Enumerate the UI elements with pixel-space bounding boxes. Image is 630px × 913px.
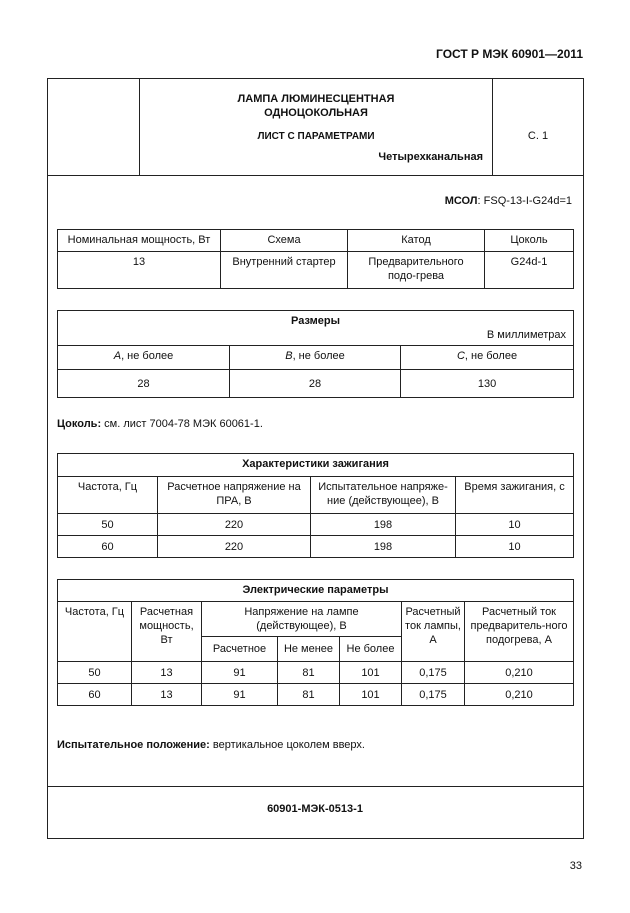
cell: 50: [57, 513, 158, 536]
cap-label: Цоколь:: [57, 418, 102, 430]
table-subheader-row: Расчетное Не менее Не более: [58, 636, 574, 662]
page-number: 33: [569, 860, 582, 872]
test-position-text: вертикальное цоколем вверх.: [209, 739, 365, 751]
cell: 60: [57, 683, 132, 706]
table-row: 28 28 130: [57, 369, 575, 398]
header-cell: Расчетное напряжение на ПРА, В: [157, 476, 311, 514]
lamp-type: Четырехканальная: [378, 151, 483, 163]
cell: 0,175: [401, 683, 465, 706]
header-cell: Расчетное: [201, 636, 278, 662]
sheet-number: С. 1: [527, 130, 549, 142]
header-cell: Расчетный ток предваритель-ного подогрев…: [464, 601, 574, 662]
header-cell: Цоколь: [484, 229, 574, 252]
text: , не более: [121, 350, 174, 362]
cell: 10: [454, 513, 575, 536]
test-position-label: Испытательное положение:: [57, 739, 210, 751]
sheet-code: 60901-МЭК-0513-1: [267, 803, 363, 815]
cell: 101: [339, 683, 402, 706]
header-cell: Схема: [220, 229, 348, 252]
header-cell: C, не более: [399, 345, 575, 370]
divider: [47, 175, 583, 176]
cell: 130: [399, 369, 575, 398]
table-row: 60 220 198 10: [57, 535, 575, 558]
header-cell: Расчетный ток лампы, А: [401, 601, 465, 662]
header-cell: Частота, Гц: [57, 601, 132, 662]
sheet-title: ЛАМПА ЛЮМИНЕСЦЕНТНАЯ ОДНОЦОКОЛЬНАЯ: [140, 92, 492, 120]
divider: [139, 78, 140, 175]
designation: МСОЛ: FSQ-13-I-G24d=1: [445, 195, 572, 207]
cell: 101: [339, 661, 402, 684]
cell: Внутренний стартер: [220, 251, 348, 289]
table-row: 60 13 91 81 101 0,175 0,210: [57, 683, 574, 706]
var: B: [285, 350, 293, 362]
cell: 13: [131, 661, 202, 684]
cell: G24d-1: [484, 251, 574, 289]
table-header-row: A, не более B, не более C, не более: [57, 345, 575, 370]
sheet-frame: [47, 78, 584, 839]
electrical-title: Электрические параметры: [57, 579, 574, 602]
cell: 10: [454, 535, 575, 558]
header-cell: Испытательное напряже-ние (действующее),…: [310, 476, 456, 514]
dimensions-title-cell: Размеры В миллиметрах: [56, 310, 575, 346]
dimensions-units: В миллиметрах: [486, 329, 567, 341]
cell: Предварительного подо-грева: [347, 251, 485, 289]
divider: [492, 78, 493, 175]
var: A: [113, 350, 122, 362]
cell: 28: [229, 369, 401, 398]
text: , не более: [292, 350, 345, 362]
ignition-title: Характеристики зажигания: [56, 453, 575, 477]
cell: 220: [157, 535, 311, 558]
electrical-table: Электрические параметры Частота, Гц Расч…: [57, 579, 574, 706]
header-cell: Катод: [347, 229, 485, 252]
cell: 91: [201, 661, 278, 684]
divider: [47, 786, 583, 787]
header-cell: A, не более: [57, 345, 230, 370]
table-row: 13 Внутренний стартер Предварительного п…: [57, 251, 574, 289]
table-header-row: Частота, Гц Расчетная мощность, Вт Напря…: [57, 601, 574, 662]
sheet-subtitle: ЛИСТ С ПАРАМЕТРАМИ: [257, 131, 375, 142]
title-line: ОДНОЦОКОЛЬНАЯ: [264, 107, 368, 119]
header-cell: Не более: [339, 636, 402, 662]
header-cell: Напряжение на лампе (действующее), В: [201, 601, 402, 637]
table-row: 50 220 198 10: [57, 513, 575, 536]
cap-text: см. лист 7004-78 МЭК 60061-1.: [101, 418, 263, 430]
test-position: Испытательное положение: вертикальное цо…: [57, 739, 365, 751]
cell: 50: [57, 661, 132, 684]
dimensions-title: Размеры: [291, 315, 341, 327]
cell: 13: [131, 683, 202, 706]
designation-value: : FSQ-13-I-G24d=1: [477, 195, 572, 207]
cell: 13: [57, 251, 221, 289]
cell: 28: [57, 369, 230, 398]
header-cell: Номинальная мощность, Вт: [57, 229, 221, 252]
title-line: ЛАМПА ЛЮМИНЕСЦЕНТНАЯ: [237, 93, 395, 105]
var: C: [456, 350, 465, 362]
cell: 91: [201, 683, 278, 706]
header-cell: Расчетная мощность, Вт: [131, 601, 202, 662]
table-header-row: Частота, Гц Расчетное напряжение на ПРА,…: [57, 476, 575, 514]
header-cell: Не менее: [277, 636, 340, 662]
cell: 81: [277, 661, 340, 684]
table-row: 50 13 91 81 101 0,175 0,210: [57, 661, 574, 684]
standard-number: ГОСТ Р МЭК 60901—2011: [436, 47, 583, 61]
text: , не более: [464, 350, 518, 362]
cell: 0,210: [464, 683, 574, 706]
header-cell: Частота, Гц: [57, 476, 158, 514]
header-cell: B, не более: [229, 345, 401, 370]
cell: 0,210: [464, 661, 574, 684]
main-table: Номинальная мощность, Вт Схема Катод Цок…: [57, 229, 574, 289]
table-header-row: Номинальная мощность, Вт Схема Катод Цок…: [57, 229, 574, 252]
dimensions-table: Размеры В миллиметрах A, не более B, не …: [56, 310, 575, 398]
header-cell: Время зажигания, с: [454, 476, 575, 514]
cell: 0,175: [401, 661, 465, 684]
cell: 60: [57, 535, 158, 558]
cell: 220: [157, 513, 311, 536]
cell: 198: [310, 535, 456, 558]
cell: 198: [310, 513, 456, 536]
cap-note: Цоколь: см. лист 7004-78 МЭК 60061-1.: [57, 418, 263, 430]
designation-label: МСОЛ: [444, 195, 478, 207]
cell: 81: [277, 683, 340, 706]
ignition-table: Характеристики зажигания Частота, Гц Рас…: [56, 453, 575, 558]
